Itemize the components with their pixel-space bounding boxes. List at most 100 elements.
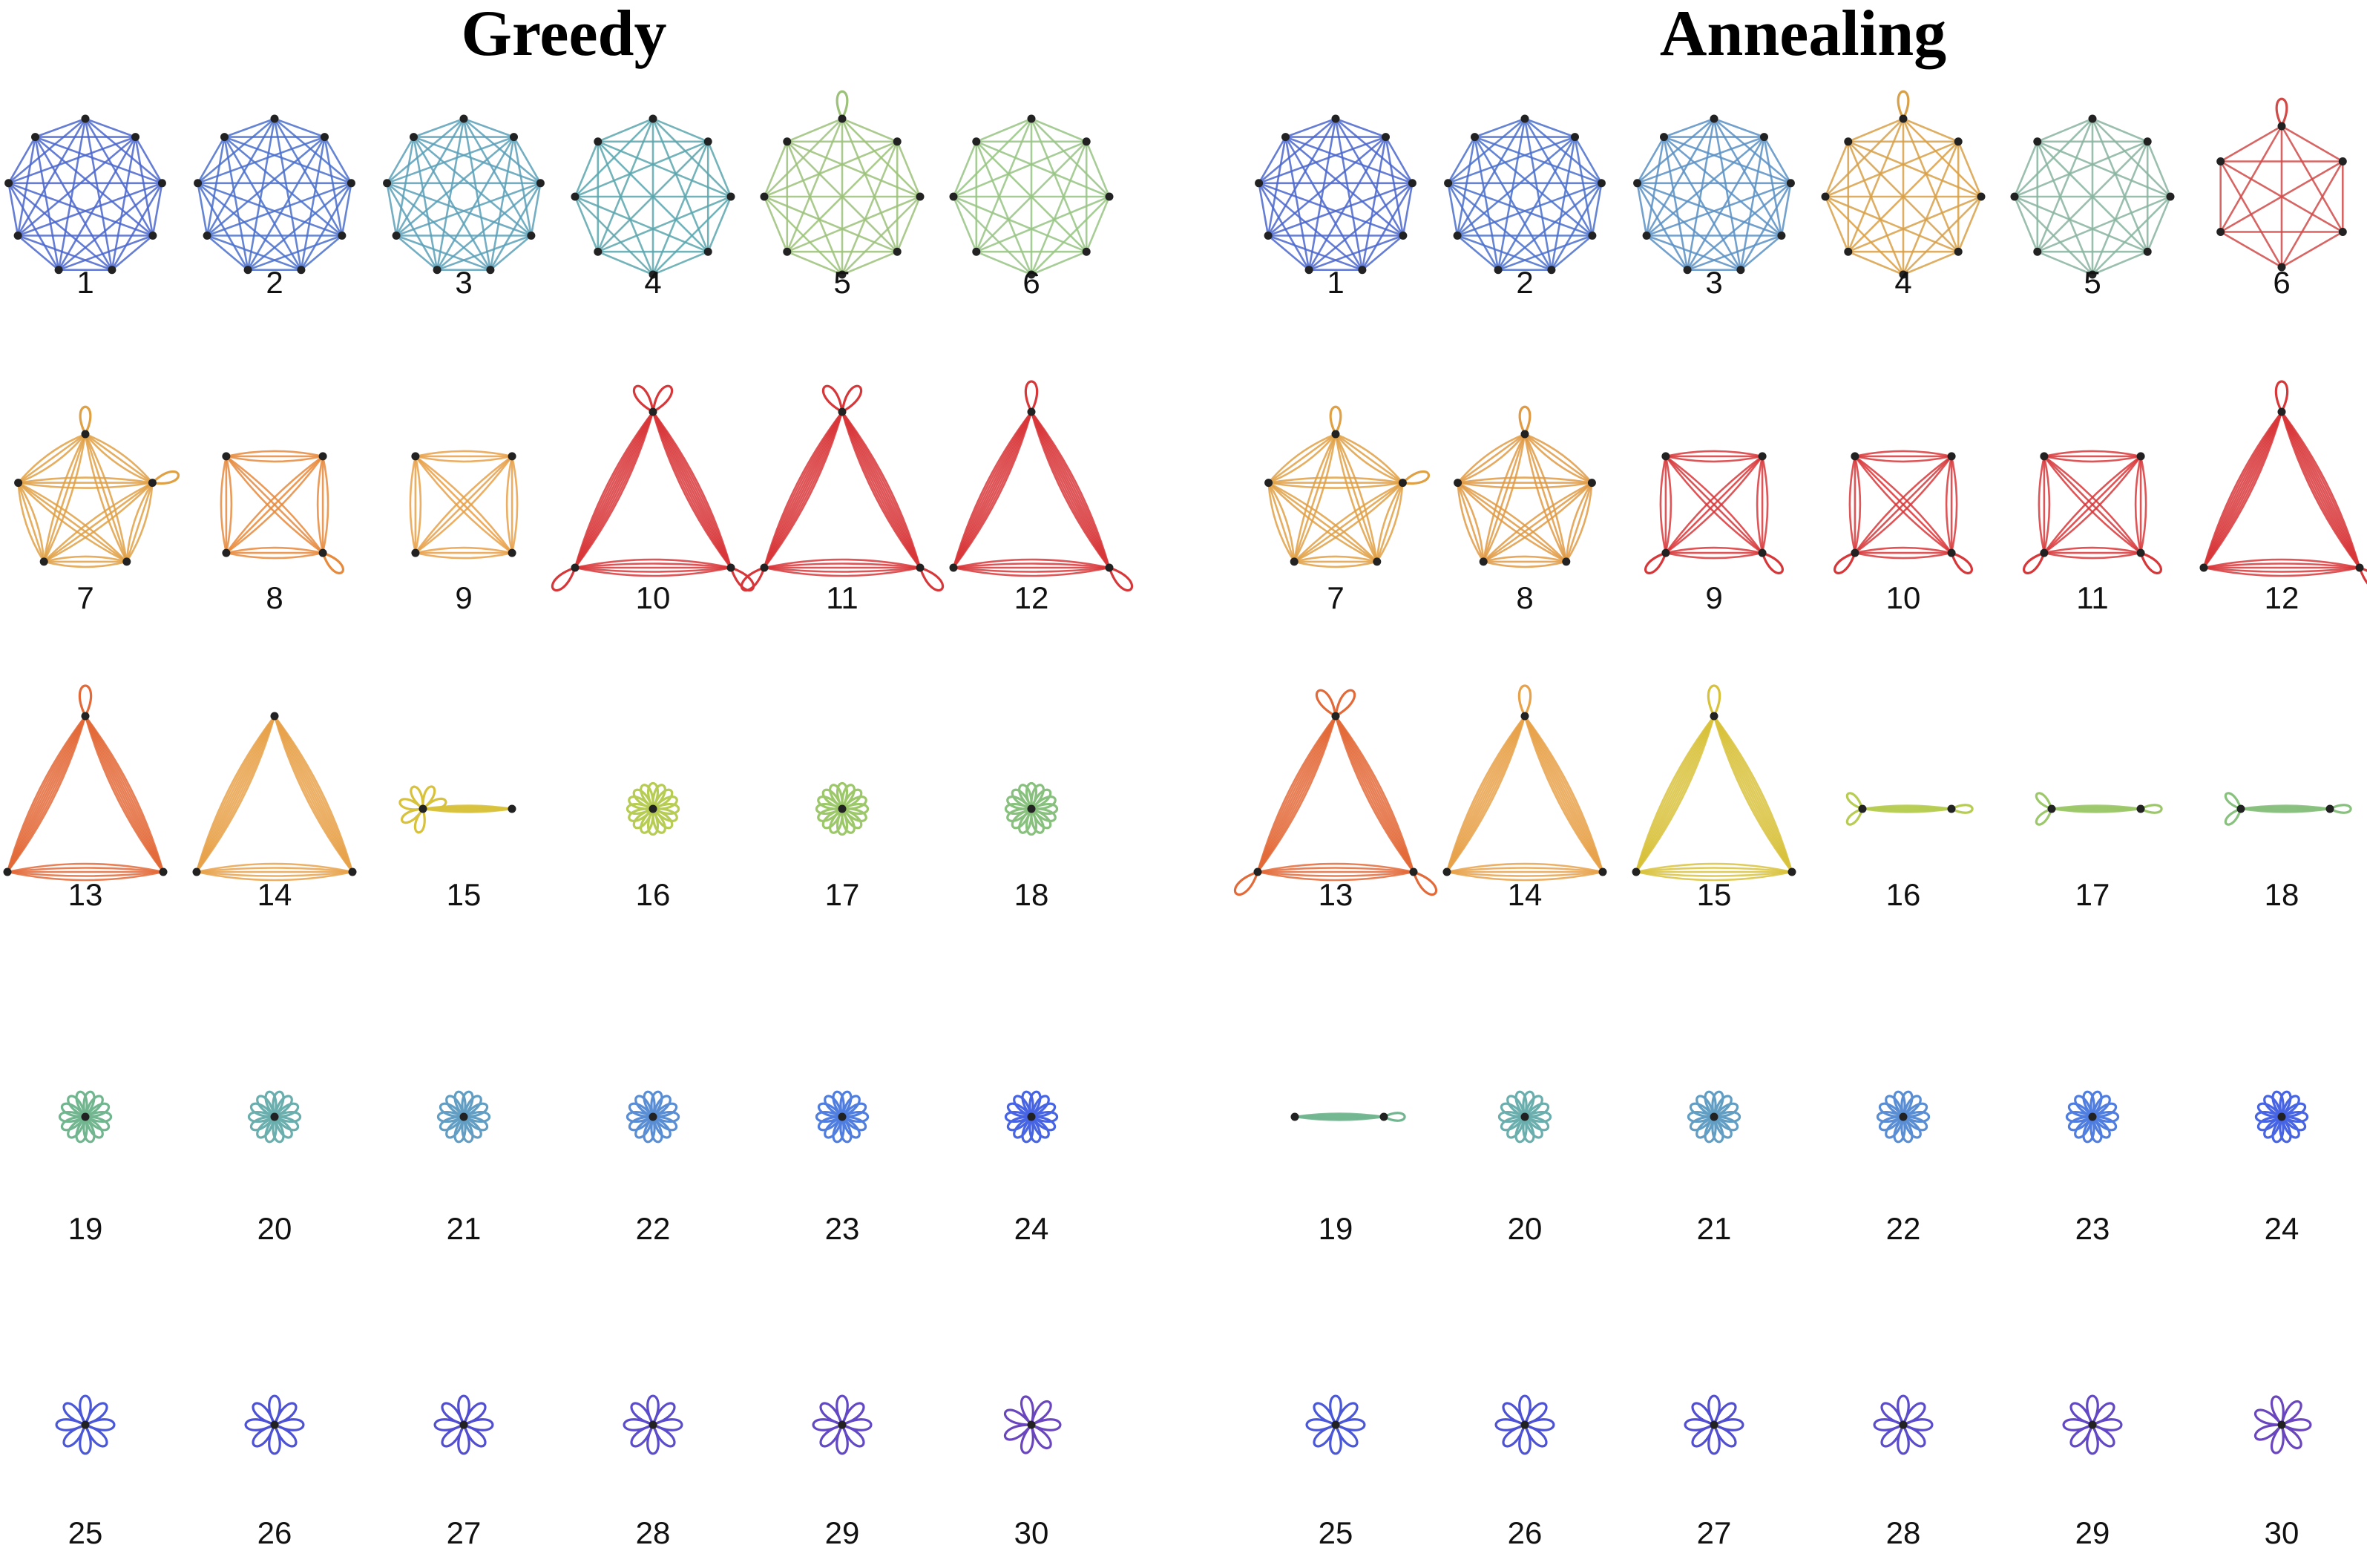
graph-greedy-20 — [249, 1092, 300, 1142]
graph-greedy-18 — [1005, 783, 1057, 834]
graph-greedy-11 — [741, 386, 942, 590]
graph-label: 28 — [1886, 1515, 1921, 1550]
panel-title-annealing: Annealing — [1566, 0, 2041, 68]
graph-greedy-5 — [761, 91, 925, 278]
graph-label: 20 — [1508, 1211, 1543, 1246]
graph-label: 7 — [76, 580, 93, 615]
graph-label: 14 — [257, 877, 292, 912]
graph-greedy-6 — [950, 115, 1114, 279]
graph-annealing-8 — [1454, 407, 1596, 567]
graph-annealing-28 — [1874, 1396, 1932, 1454]
graph-label: 15 — [447, 877, 482, 912]
graph-greedy-2 — [194, 115, 355, 275]
graph-annealing-22 — [1877, 1092, 1928, 1142]
graph-label: 27 — [447, 1515, 482, 1550]
graph-greedy-15 — [400, 787, 516, 833]
graph-label: 10 — [1886, 580, 1921, 615]
graph-label: 17 — [2075, 877, 2110, 912]
graph-greedy-13 — [4, 686, 168, 880]
graph-label: 6 — [1022, 265, 1040, 300]
graph-label: 4 — [1894, 265, 1911, 300]
graph-greedy-8 — [221, 451, 344, 574]
graph-label: 10 — [636, 580, 671, 615]
graph-label: 26 — [257, 1515, 292, 1550]
graph-label: 21 — [447, 1211, 482, 1246]
graph-greedy-14 — [193, 712, 357, 881]
graph-annealing-21 — [1688, 1092, 1739, 1142]
graph-annealing-25 — [1307, 1396, 1365, 1454]
graph-annealing-20 — [1499, 1092, 1550, 1142]
graph-label: 17 — [825, 877, 860, 912]
graph-label: 13 — [1319, 877, 1353, 912]
graph-label: 22 — [1886, 1211, 1921, 1246]
graph-greedy-3 — [383, 115, 545, 275]
graph-label: 30 — [2265, 1515, 2299, 1550]
graph-annealing-30 — [2255, 1397, 2310, 1453]
graph-annealing-11 — [2024, 451, 2161, 574]
graph-greedy-10 — [552, 386, 753, 590]
graph-label: 11 — [2076, 580, 2109, 615]
graph-label: 25 — [68, 1515, 103, 1550]
graph-annealing-29 — [2064, 1396, 2121, 1454]
graph-label: 15 — [1697, 877, 1732, 912]
graph-annealing-13 — [1235, 690, 1436, 894]
graph-annealing-1 — [1255, 115, 1416, 275]
graph-label: 4 — [644, 265, 661, 300]
graph-label: 1 — [1327, 265, 1344, 300]
graph-annealing-5 — [2011, 115, 2175, 279]
graph-label: 12 — [2265, 580, 2299, 615]
graph-label: 8 — [266, 580, 283, 615]
graph-greedy-7 — [14, 407, 178, 567]
graph-greedy-28 — [624, 1396, 682, 1454]
graph-label: 18 — [2265, 877, 2299, 912]
graph-label: 19 — [1319, 1211, 1353, 1246]
graph-label: 3 — [1705, 265, 1722, 300]
graph-label: 1 — [76, 265, 93, 300]
graph-label: 6 — [2273, 265, 2290, 300]
graph-greedy-4 — [571, 115, 735, 279]
panel-title-greedy: Greedy — [326, 0, 801, 68]
graph-annealing-14 — [1443, 686, 1607, 880]
graph-greedy-19 — [59, 1092, 111, 1142]
graph-label: 5 — [2084, 265, 2101, 300]
graph-annealing-18 — [2225, 793, 2351, 824]
graph-greedy-22 — [627, 1092, 678, 1142]
graph-label: 7 — [1327, 580, 1344, 615]
graph-label: 12 — [1014, 580, 1049, 615]
graph-label: 16 — [1886, 877, 1921, 912]
graph-label: 26 — [1508, 1515, 1543, 1550]
graph-label: 8 — [1516, 580, 1533, 615]
graph-label: 2 — [1516, 265, 1533, 300]
graph-label: 5 — [833, 265, 850, 300]
graph-label: 24 — [1014, 1211, 1049, 1246]
graph-annealing-26 — [1496, 1396, 1554, 1454]
graph-label: 29 — [2075, 1515, 2110, 1550]
graph-greedy-30 — [1005, 1397, 1060, 1453]
graph-greedy-12 — [950, 381, 1132, 591]
graph-annealing-16 — [1847, 793, 1972, 824]
graph-label: 9 — [455, 580, 472, 615]
graph-annealing-6 — [2216, 99, 2347, 271]
graph-greedy-29 — [813, 1396, 871, 1454]
graph-label: 9 — [1705, 580, 1722, 615]
graph-label: 13 — [68, 877, 103, 912]
graph-label: 24 — [2265, 1211, 2299, 1246]
graph-annealing-7 — [1264, 407, 1428, 567]
graph-label: 27 — [1697, 1515, 1732, 1550]
graph-greedy-16 — [627, 783, 678, 834]
graph-label: 11 — [826, 580, 859, 615]
graph-label: 29 — [825, 1515, 860, 1550]
graph-annealing-15 — [1632, 686, 1796, 880]
graph-greedy-27 — [435, 1396, 493, 1454]
graph-annealing-24 — [2256, 1092, 2307, 1142]
graph-label: 28 — [636, 1515, 671, 1550]
graph-label: 19 — [68, 1211, 103, 1246]
graph-label: 16 — [636, 877, 671, 912]
graph-label: 3 — [455, 265, 472, 300]
graph-annealing-17 — [2036, 793, 2161, 824]
graph-annealing-27 — [1685, 1396, 1743, 1454]
graph-greedy-24 — [1005, 1092, 1057, 1142]
graph-annealing-10 — [1835, 451, 1972, 574]
